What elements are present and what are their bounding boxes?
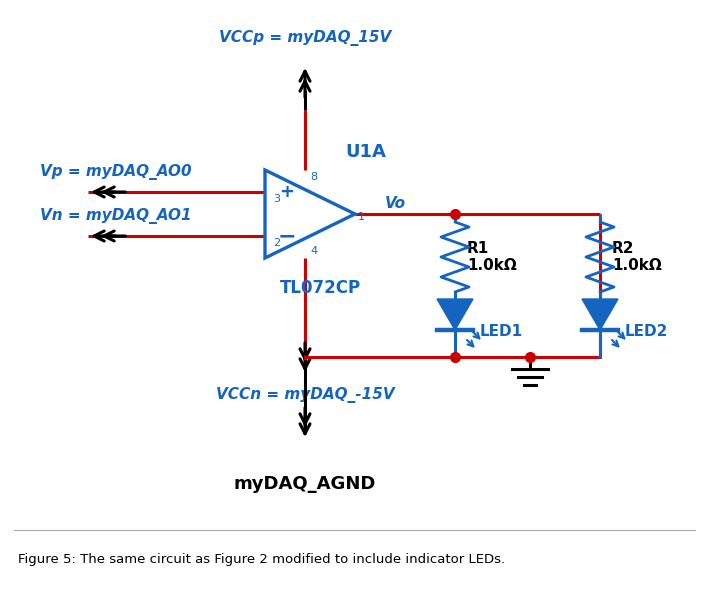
Text: myDAQ_AGND: myDAQ_AGND [234, 475, 376, 493]
Text: U1A: U1A [345, 143, 386, 161]
Text: −: − [278, 226, 296, 246]
Text: Vn = myDAQ_AO1: Vn = myDAQ_AO1 [40, 208, 191, 224]
Text: Figure 5: The same circuit as Figure 2 modified to include indicator LEDs.: Figure 5: The same circuit as Figure 2 m… [18, 553, 505, 566]
Text: 1: 1 [358, 212, 365, 222]
Text: +: + [279, 183, 294, 201]
Text: LED2: LED2 [625, 324, 669, 340]
Polygon shape [582, 299, 618, 330]
Text: Vp = myDAQ_AO0: Vp = myDAQ_AO0 [40, 164, 191, 180]
Polygon shape [437, 299, 473, 330]
Text: R1
1.0kΩ: R1 1.0kΩ [467, 241, 517, 273]
Text: VCCp = myDAQ_15V: VCCp = myDAQ_15V [219, 30, 391, 46]
Text: VCCn = myDAQ_-15V: VCCn = myDAQ_-15V [216, 387, 394, 403]
Text: 2: 2 [273, 238, 280, 248]
Text: TL072CP: TL072CP [279, 279, 361, 297]
Text: 3: 3 [273, 194, 280, 204]
Text: 4: 4 [310, 246, 317, 256]
Text: LED1: LED1 [480, 324, 523, 340]
Text: Vo: Vo [385, 196, 406, 211]
Text: 8: 8 [310, 172, 317, 182]
Text: R2
1.0kΩ: R2 1.0kΩ [612, 241, 661, 273]
